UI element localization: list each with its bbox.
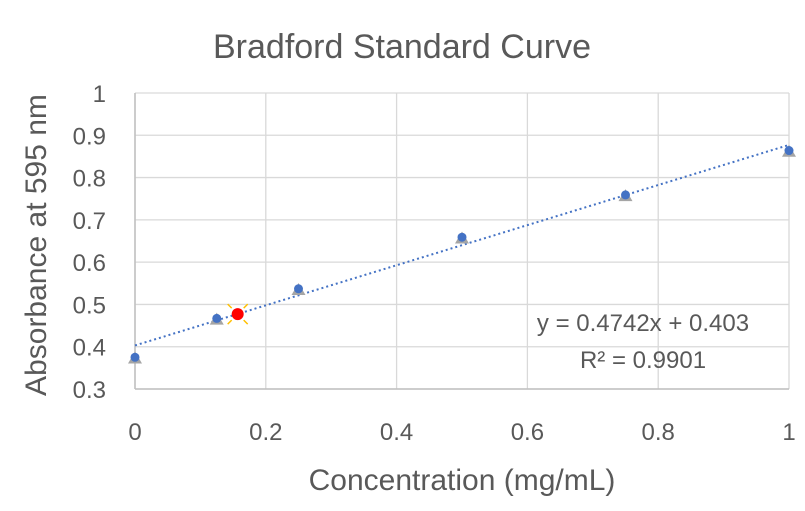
- x-tick-label: 0.2: [249, 419, 282, 446]
- y-tick-label: 0.6: [73, 250, 106, 277]
- x-tick-label: 0: [128, 419, 141, 446]
- highlight-ray: [227, 303, 233, 309]
- unknown-sample-point: [227, 303, 249, 325]
- highlight-ray: [227, 319, 233, 325]
- grid: [134, 92, 790, 390]
- highlight-ray: [243, 303, 249, 309]
- x-tick-label: 0.8: [642, 419, 675, 446]
- x-axis-label: Concentration (mg/mL): [309, 464, 616, 497]
- y-tick-label: 0.4: [73, 335, 106, 362]
- y-tick-label: 0.5: [73, 292, 106, 319]
- ticks: 0.3 0.4 0.5 0.6 0.7 0.8 0.9 1 0 0.2 0.4 0.6 0.8 1: [73, 81, 796, 446]
- y-tick-label: 0.8: [73, 166, 106, 193]
- data-point: [212, 313, 222, 323]
- y-tick-label: 1: [93, 81, 106, 108]
- data-point: [457, 232, 467, 242]
- chart-title: Bradford Standard Curve: [213, 28, 591, 66]
- y-tick-label: 0.3: [73, 377, 106, 404]
- x-tick-label: 0.6: [511, 419, 544, 446]
- data-point-unknown: [231, 308, 244, 321]
- points: [128, 144, 796, 364]
- y-axis-label: Absorbance at 595 nm: [20, 94, 53, 396]
- highlight-ray: [243, 319, 249, 325]
- y-tick-label: 0.9: [73, 123, 106, 150]
- data-point: [294, 284, 303, 294]
- trendline: [134, 143, 790, 347]
- x-tick-label: 1: [782, 419, 795, 446]
- r-squared-label: R² = 0.9901: [580, 347, 706, 374]
- data-point: [621, 190, 630, 200]
- x-tick-label: 0.4: [380, 419, 413, 446]
- equation-label: y = 0.4742x + 0.403: [537, 310, 749, 337]
- y-tick-label: 0.7: [73, 208, 106, 235]
- data-point: [130, 352, 140, 362]
- data-point: [784, 146, 794, 156]
